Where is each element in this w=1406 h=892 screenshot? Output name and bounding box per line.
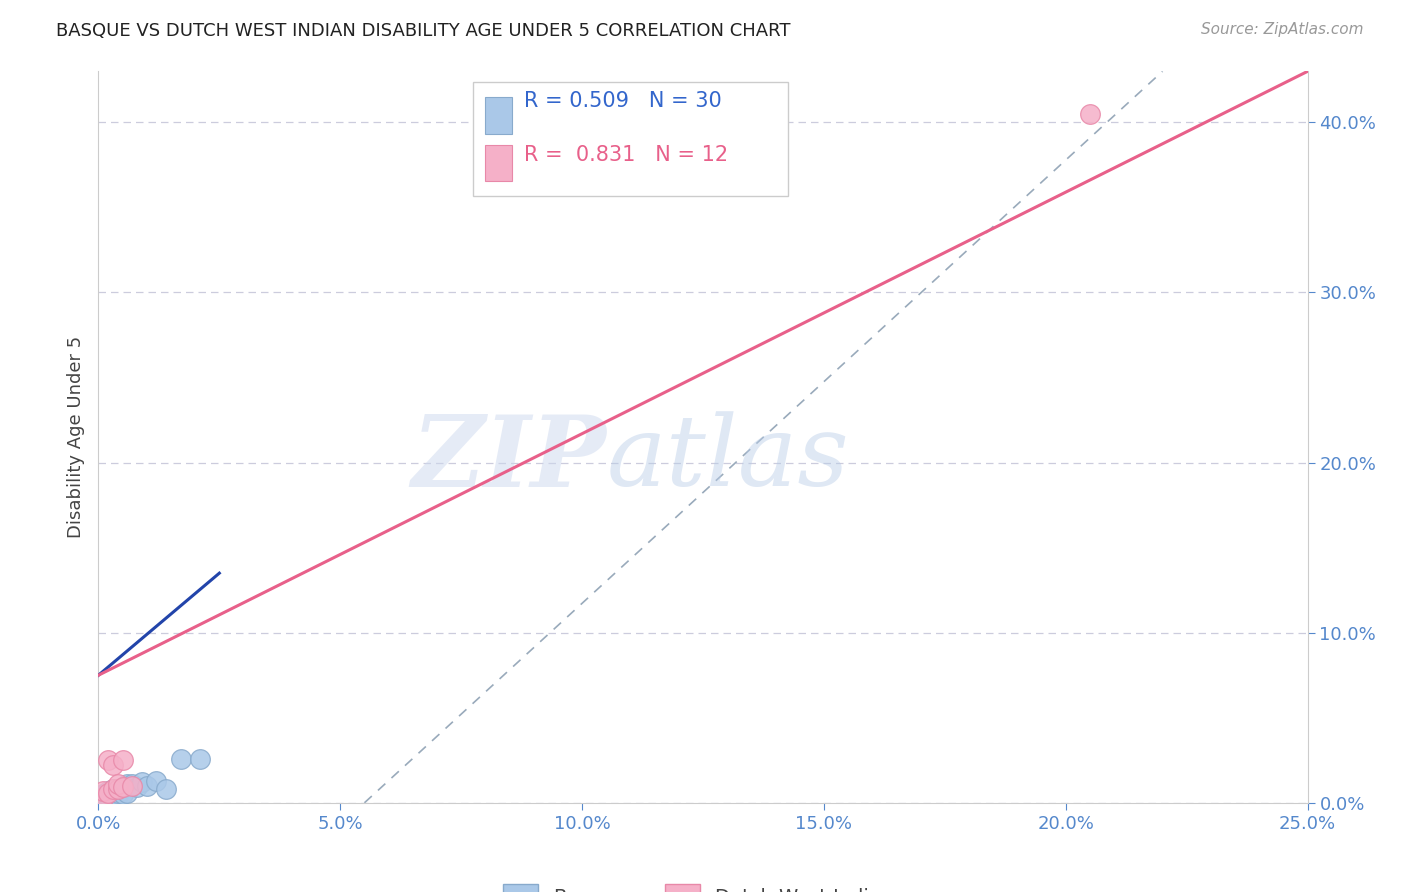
- Point: [91, 792, 114, 806]
- Point: [121, 779, 143, 793]
- Y-axis label: Disability Age Under 5: Disability Age Under 5: [66, 336, 84, 538]
- Point: [91, 787, 114, 801]
- Point: [101, 789, 124, 803]
- Text: R = 0.509   N = 30: R = 0.509 N = 30: [524, 91, 721, 111]
- Point: [135, 779, 157, 793]
- Point: [111, 753, 134, 767]
- Point: [91, 784, 114, 798]
- Point: [101, 790, 124, 805]
- Point: [101, 786, 124, 800]
- Point: [101, 758, 124, 772]
- Point: [97, 784, 120, 798]
- Point: [188, 751, 211, 765]
- Point: [97, 786, 120, 800]
- Point: [111, 780, 134, 795]
- Text: R =  0.831   N = 12: R = 0.831 N = 12: [524, 145, 728, 166]
- Text: BASQUE VS DUTCH WEST INDIAN DISABILITY AGE UNDER 5 CORRELATION CHART: BASQUE VS DUTCH WEST INDIAN DISABILITY A…: [56, 22, 790, 40]
- Legend: Basques, Dutch West Indians: Basques, Dutch West Indians: [494, 875, 912, 892]
- FancyBboxPatch shape: [474, 82, 787, 195]
- Point: [97, 792, 120, 806]
- Point: [91, 790, 114, 805]
- Point: [107, 789, 129, 803]
- Point: [107, 777, 129, 791]
- Point: [87, 792, 110, 806]
- Point: [107, 782, 129, 797]
- Point: [1078, 107, 1101, 121]
- Point: [155, 782, 177, 797]
- Point: [97, 789, 120, 803]
- Point: [97, 787, 120, 801]
- Point: [127, 780, 149, 795]
- Point: [107, 782, 129, 797]
- Text: ZIP: ZIP: [412, 411, 606, 508]
- Point: [101, 782, 124, 797]
- Point: [117, 786, 139, 800]
- Point: [87, 794, 110, 808]
- Point: [97, 790, 120, 805]
- Point: [111, 787, 134, 801]
- Point: [101, 782, 124, 797]
- Point: [145, 773, 167, 788]
- Point: [121, 777, 143, 791]
- Point: [91, 790, 114, 805]
- Point: [97, 753, 120, 767]
- Text: Source: ZipAtlas.com: Source: ZipAtlas.com: [1201, 22, 1364, 37]
- Point: [91, 794, 114, 808]
- Point: [169, 751, 191, 765]
- Bar: [485, 145, 512, 181]
- Point: [117, 777, 139, 791]
- Point: [107, 786, 129, 800]
- Bar: [485, 97, 512, 134]
- Text: atlas: atlas: [606, 411, 849, 507]
- Point: [111, 780, 134, 795]
- Point: [131, 775, 153, 789]
